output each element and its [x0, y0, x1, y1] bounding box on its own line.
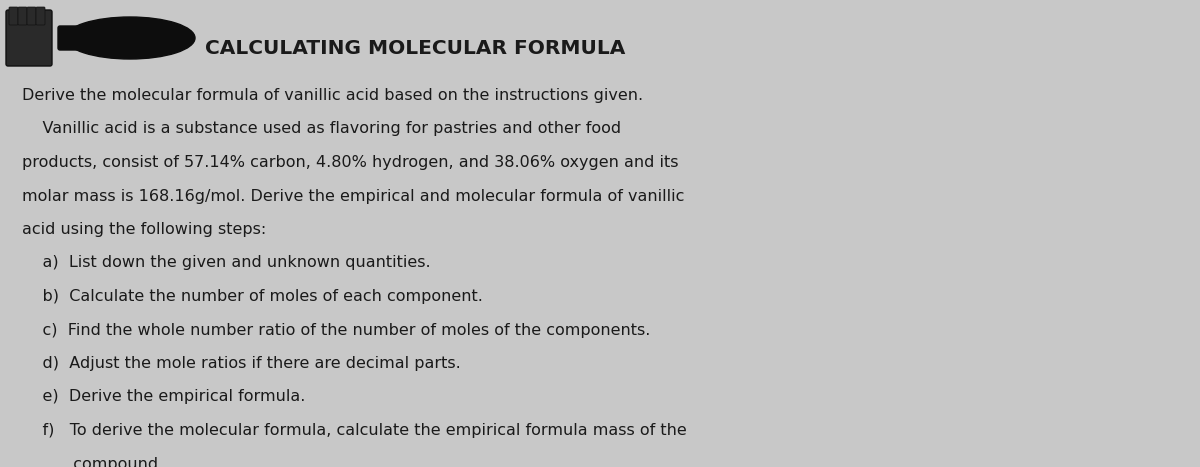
FancyBboxPatch shape — [10, 7, 18, 25]
Text: molar mass is 168.16g/mol. Derive the empirical and molecular formula of vanilli: molar mass is 168.16g/mol. Derive the em… — [22, 189, 684, 204]
Text: c)  Find the whole number ratio of the number of moles of the components.: c) Find the whole number ratio of the nu… — [22, 323, 650, 338]
Text: products, consist of 57.14% carbon, 4.80% hydrogen, and 38.06% oxygen and its: products, consist of 57.14% carbon, 4.80… — [22, 155, 678, 170]
FancyBboxPatch shape — [6, 10, 52, 66]
FancyBboxPatch shape — [36, 7, 46, 25]
Text: b)  Calculate the number of moles of each component.: b) Calculate the number of moles of each… — [22, 289, 482, 304]
Text: compound.: compound. — [22, 457, 163, 467]
Text: Vanillic acid is a substance used as flavoring for pastries and other food: Vanillic acid is a substance used as fla… — [22, 121, 622, 136]
Text: d)  Adjust the mole ratios if there are decimal parts.: d) Adjust the mole ratios if there are d… — [22, 356, 461, 371]
FancyBboxPatch shape — [28, 7, 36, 25]
Text: Derive the molecular formula of vanillic acid based on the instructions given.: Derive the molecular formula of vanillic… — [22, 88, 643, 103]
Text: a)  List down the given and unknown quantities.: a) List down the given and unknown quant… — [22, 255, 431, 270]
Text: acid using the following steps:: acid using the following steps: — [22, 222, 266, 237]
Ellipse shape — [65, 17, 194, 59]
Text: f)   To derive the molecular formula, calculate the empirical formula mass of th: f) To derive the molecular formula, calc… — [22, 423, 686, 438]
FancyBboxPatch shape — [18, 7, 28, 25]
FancyBboxPatch shape — [58, 26, 82, 50]
Text: e)  Derive the empirical formula.: e) Derive the empirical formula. — [22, 389, 305, 404]
Text: CALCULATING MOLECULAR FORMULA: CALCULATING MOLECULAR FORMULA — [205, 38, 625, 57]
